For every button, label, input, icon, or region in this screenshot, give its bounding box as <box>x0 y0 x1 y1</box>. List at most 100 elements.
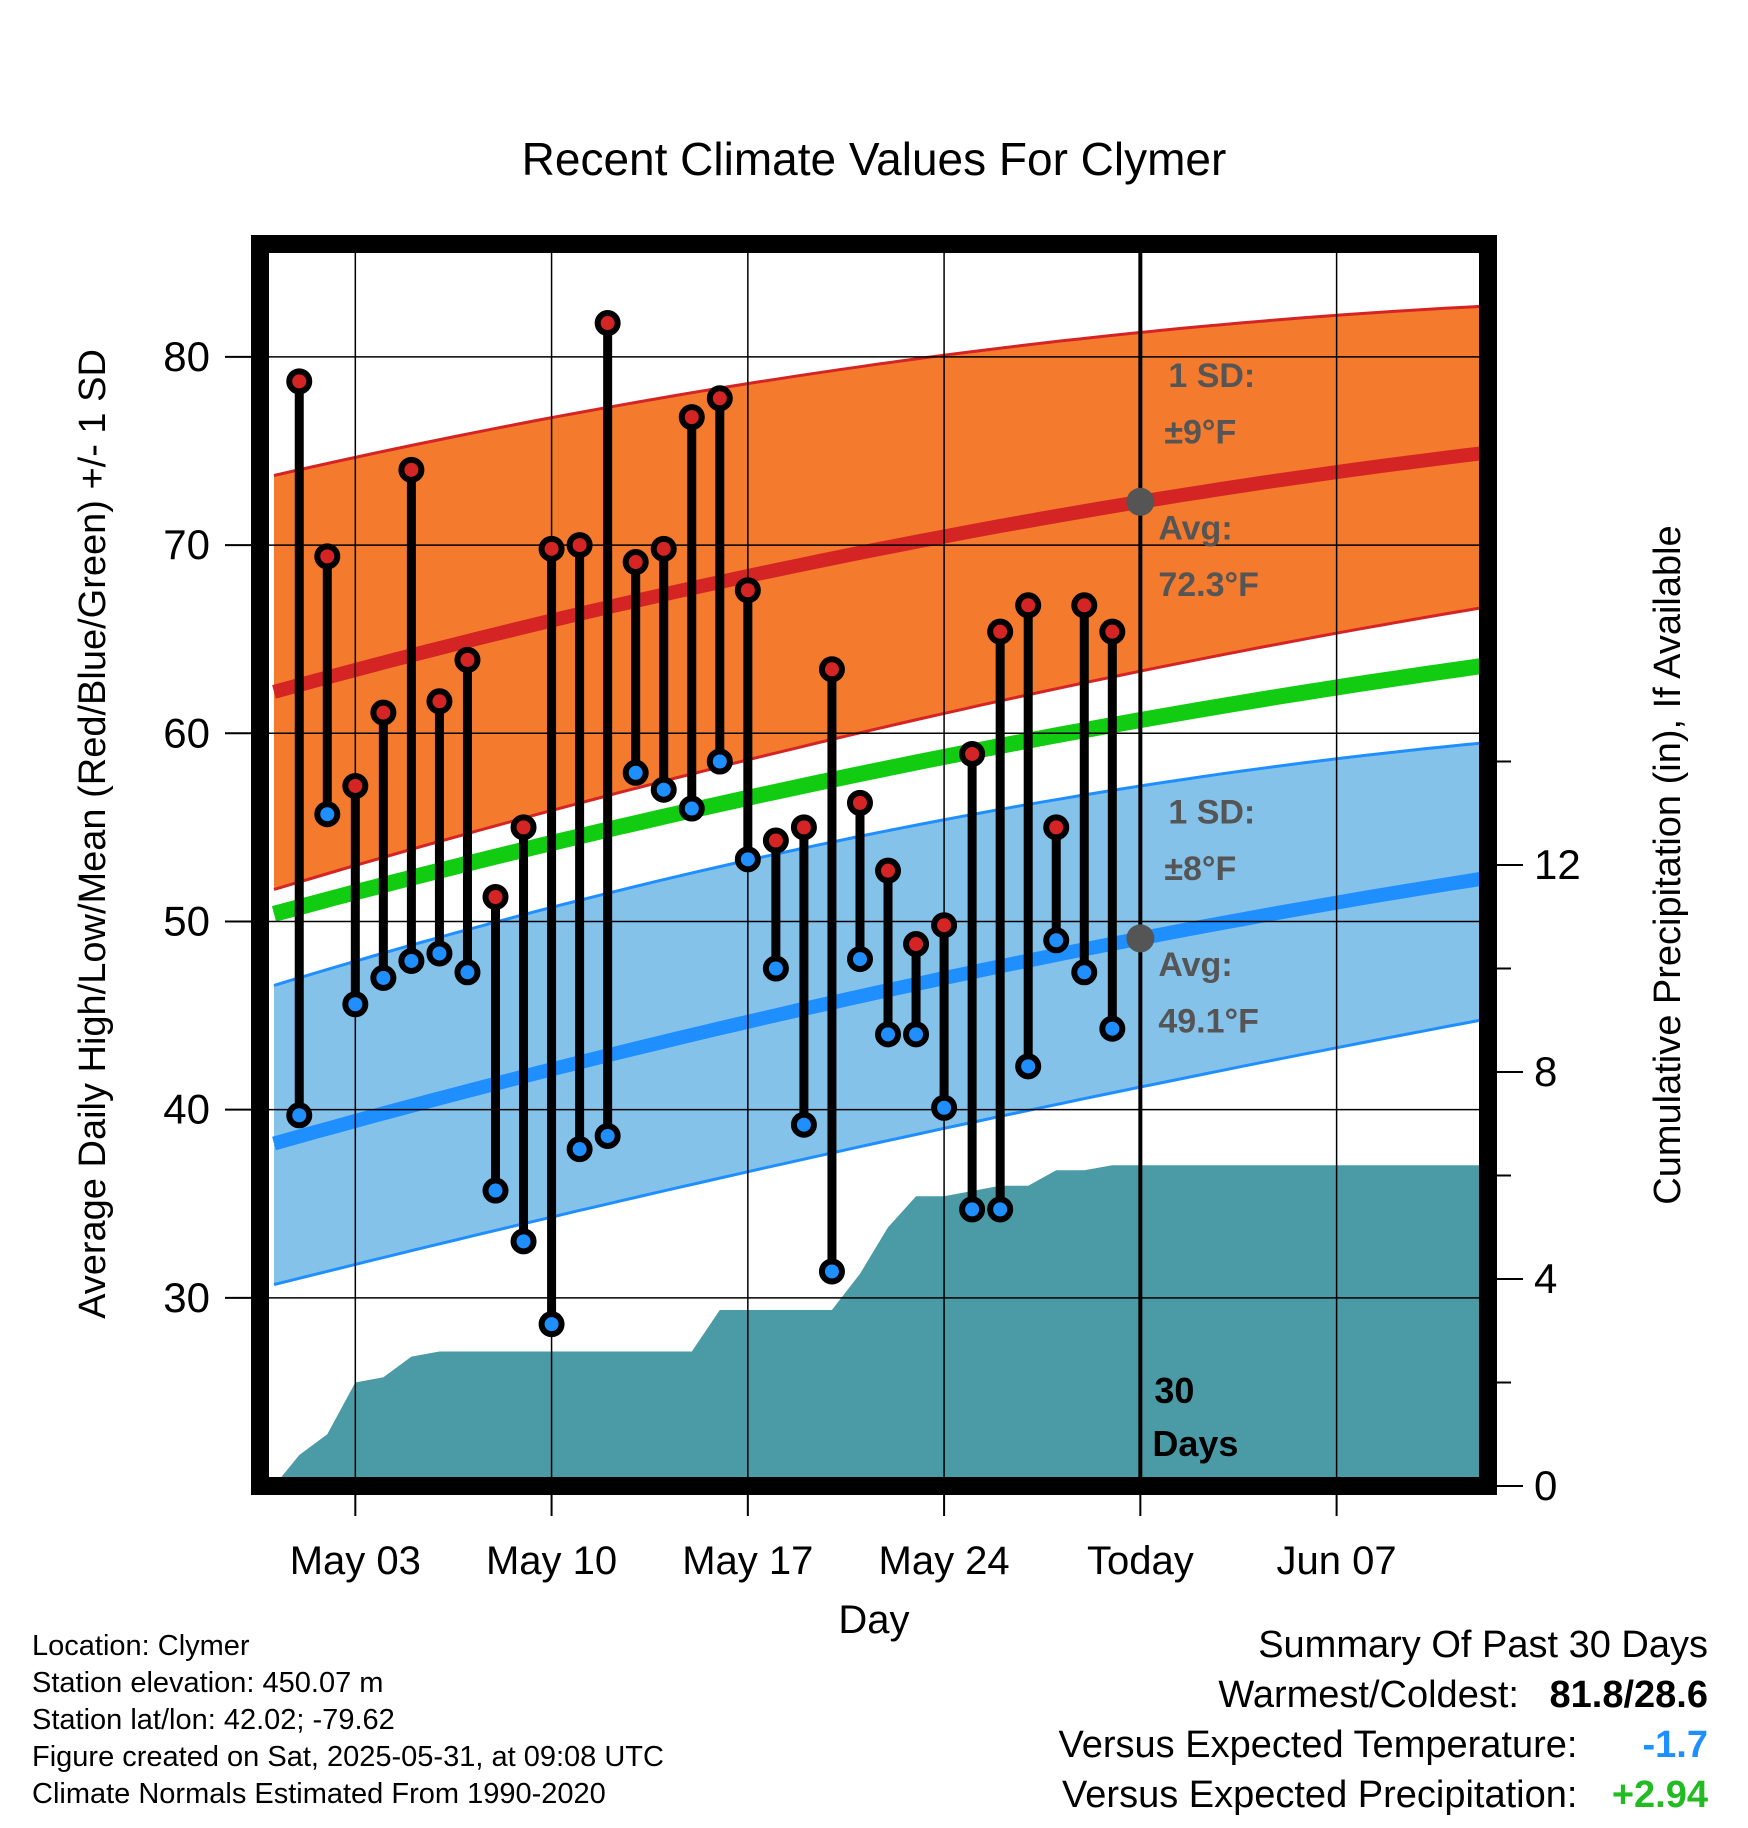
daily-high-point <box>398 456 425 483</box>
y-tick-label: 60 <box>163 709 210 756</box>
daily-high-point <box>1015 592 1042 619</box>
daily-low-point <box>622 759 649 786</box>
x-axis-label: Day <box>838 1598 909 1642</box>
days-word-label: Days <box>1152 1423 1238 1464</box>
daily-high-point <box>1099 618 1126 645</box>
daily-low-point <box>931 1094 958 1121</box>
temp-label: Versus Expected Temperature: <box>1058 1724 1578 1766</box>
daily-high-point <box>706 385 733 412</box>
daily-low-point <box>566 1136 593 1163</box>
daily-high-point <box>790 814 817 841</box>
summary-warm-cold: Warmest/Coldest: 81.8/28.6 <box>1059 1670 1708 1720</box>
daily-low-point <box>987 1196 1014 1223</box>
info-location: Location: Clymer <box>32 1630 250 1662</box>
daily-high-point <box>650 535 677 562</box>
y2-tick-label: 0 <box>1534 1462 1557 1509</box>
daily-high-point <box>370 699 397 726</box>
low-lower-edge <box>273 1017 1486 1287</box>
daily-high-point <box>426 688 453 715</box>
daily-low-point <box>846 946 873 973</box>
daily-high-point <box>510 814 537 841</box>
daily-low-point <box>678 795 705 822</box>
daily-low-point <box>342 991 369 1018</box>
daily-low-point <box>370 964 397 991</box>
daily-high-point <box>454 646 481 673</box>
warm-cold-label: Warmest/Coldest: <box>1218 1674 1519 1716</box>
daily-low-point <box>510 1228 537 1255</box>
low-avg-marker <box>1126 924 1155 953</box>
y2-tick-label: 12 <box>1534 841 1581 888</box>
high-avg-value: 72.3°F <box>1158 566 1259 604</box>
x-tick-label: May 03 <box>290 1539 421 1583</box>
summary-panel: Summary Of Past 30 Days Warmest/Coldest:… <box>1059 1620 1708 1820</box>
temp-value: -1.7 <box>1642 1724 1708 1766</box>
low-avg-value: 49.1°F <box>1158 1002 1259 1040</box>
low-normal-line <box>272 871 1487 1151</box>
days-count-label: 30 <box>1154 1370 1194 1411</box>
plot-area: 1 SD: ±9°F Avg: 72.3°F 1 SD: ±8°F Avg: 49.1°F 30… <box>163 235 1581 1583</box>
summary-precip: Versus Expected Precipitation: +2.94 <box>1059 1770 1708 1820</box>
daily-low-point <box>1099 1015 1126 1042</box>
y-tick-label: 30 <box>163 1274 210 1321</box>
info-created: Figure created on Sat, 2025-05-31, at 09… <box>32 1741 664 1773</box>
precip-label: Versus Expected Precipitation: <box>1062 1774 1578 1816</box>
low-upper-edge <box>273 741 1486 987</box>
y-axis-label: Average Daily High/Low/Mean (Red/Blue/Gr… <box>72 349 114 1319</box>
daily-low-point <box>790 1111 817 1138</box>
x-tick-label: May 17 <box>682 1539 813 1583</box>
daily-low-point <box>818 1258 845 1285</box>
y2-axis-label: Cumulative Precipitation (in), If Availa… <box>1647 525 1689 1204</box>
daily-high-point <box>482 883 509 910</box>
y-tick-label: 80 <box>163 333 210 380</box>
daily-low-point <box>1043 927 1070 954</box>
low-sd-value: ±8°F <box>1164 850 1236 888</box>
daily-low-point <box>734 846 761 873</box>
daily-high-point <box>734 577 761 604</box>
daily-high-point <box>286 368 313 395</box>
daily-high-point <box>987 618 1014 645</box>
high-avg-label: Avg: <box>1158 509 1232 547</box>
low-sd-label: 1 SD: <box>1168 794 1255 832</box>
daily-high-point <box>903 931 930 958</box>
low-avg-label: Avg: <box>1158 946 1232 984</box>
x-tick-label: Today <box>1087 1539 1194 1583</box>
y-tick-label: 40 <box>163 1086 210 1133</box>
daily-high-point <box>678 404 705 431</box>
y-tick-label: 70 <box>163 521 210 568</box>
daily-low-point <box>426 940 453 967</box>
daily-low-point <box>706 748 733 775</box>
daily-low-point <box>959 1196 986 1223</box>
daily-low-point <box>454 959 481 986</box>
high-avg-marker <box>1126 487 1155 516</box>
x-tick-label: Jun 07 <box>1277 1539 1397 1583</box>
plot-frame <box>251 235 1497 1495</box>
daily-low-point <box>538 1311 565 1338</box>
daily-low-point <box>762 955 789 982</box>
daily-high-point <box>566 532 593 559</box>
info-normals: Climate Normals Estimated From 1990-2020 <box>32 1778 606 1810</box>
daily-low-point <box>286 1102 313 1129</box>
info-latlon: Station lat/lon: 42.02; -79.62 <box>32 1704 395 1736</box>
summary-temp: Versus Expected Temperature: -1.7 <box>1059 1720 1708 1770</box>
daily-high-point <box>959 740 986 767</box>
daily-high-point <box>1043 814 1070 841</box>
daily-low-point <box>903 1021 930 1048</box>
daily-high-point <box>622 549 649 576</box>
daily-high-point <box>875 857 902 884</box>
station-info: Location: Clymer Station elevation: 450.… <box>32 1628 664 1813</box>
daily-low-point <box>314 801 341 828</box>
info-elevation: Station elevation: 450.07 m <box>32 1667 384 1699</box>
chart-title: Recent Climate Values For Clymer <box>522 133 1227 185</box>
daily-high-point <box>1071 592 1098 619</box>
x-tick-label: May 10 <box>486 1539 617 1583</box>
daily-high-point <box>818 656 845 683</box>
high-normal-line <box>272 445 1487 699</box>
precip-value: +2.94 <box>1611 1774 1708 1816</box>
daily-high-point <box>594 310 621 337</box>
y-tick-label: 50 <box>163 897 210 944</box>
summary-title: Summary Of Past 30 Days <box>1258 1624 1708 1666</box>
mean-normal-line <box>271 657 1487 922</box>
high-lower-edge <box>273 605 1486 891</box>
daily-low-point <box>1015 1053 1042 1080</box>
